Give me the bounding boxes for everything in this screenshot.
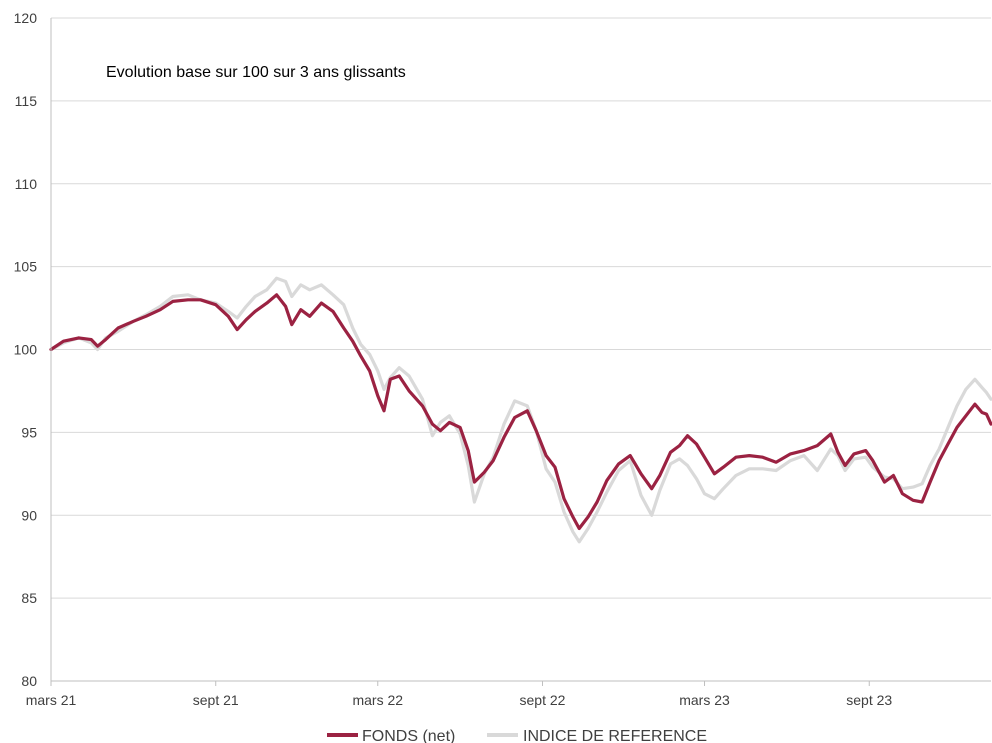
gridlines [51,17,991,599]
y-tick-label: 110 [15,176,38,192]
x-tick-label: sept 22 [520,692,566,708]
legend-label-indice: INDICE DE REFERENCE [523,728,707,743]
x-tick-label: sept 21 [193,692,239,708]
y-tick-label: 115 [15,93,38,109]
x-tick-label: sept 23 [846,692,892,708]
y-axis-tick-labels: 80 85 90 95 100 105 110 115 120 [14,10,38,689]
y-tick-label: 80 [21,673,37,689]
y-tick-label: 100 [14,342,38,358]
series-line-fonds [49,293,992,531]
x-axis-tick-labels: mars 21 sept 21 mars 22 sept 22 mars 23 sept … [26,681,892,708]
y-tick-label: 120 [14,10,38,26]
y-tick-label: 90 [21,507,37,523]
x-tick-label: mars 22 [352,692,403,708]
legend-label-fonds: FONDS (net) [362,728,455,743]
x-tick-label: mars 21 [26,692,77,708]
series-line-indice [49,276,992,544]
y-tick-label: 105 [14,259,38,275]
y-tick-label: 95 [21,424,37,440]
legend: FONDS (net) INDICE DE REFERENCE [327,728,707,743]
series-lines [49,276,992,544]
x-tick-label: mars 23 [679,692,730,708]
chart-title: Evolution base sur 100 sur 3 ans glissan… [106,64,406,81]
y-tick-label: 85 [21,590,37,606]
